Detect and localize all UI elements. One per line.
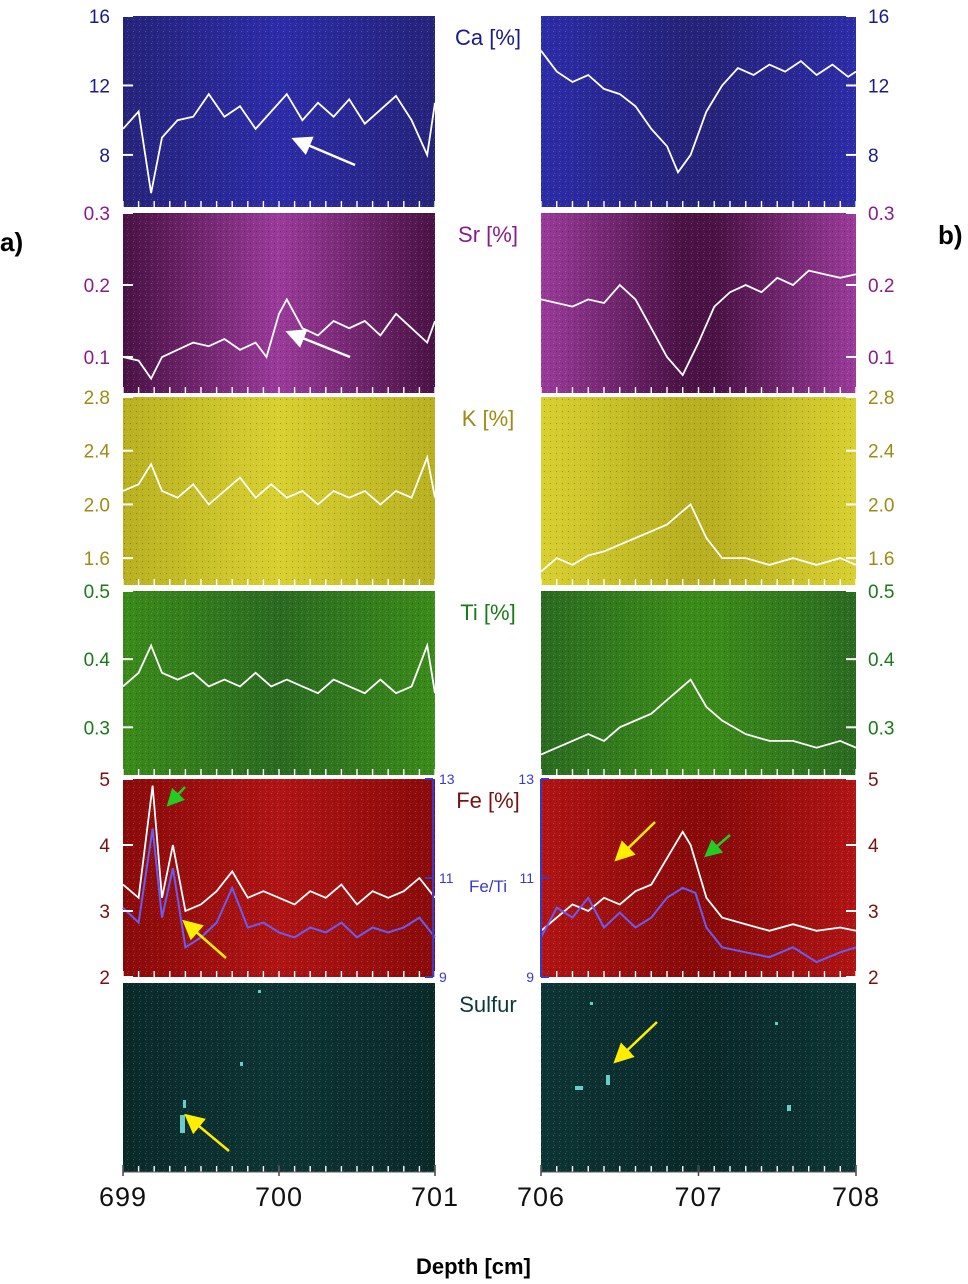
row-k: 1.6 1.6 2.0 2.0 2.4 2.4 2.8 2.8 K [%]: [84, 388, 895, 585]
panel-b-ca: [541, 16, 856, 207]
y-tick-label-left: 0.5: [84, 582, 110, 603]
y-tick-label-right: 5: [868, 770, 879, 791]
secondary-axis-label: Fe/Ti: [469, 877, 507, 896]
core-texture: [123, 983, 435, 1172]
panel-b-fe: [541, 779, 856, 977]
y-tick-label-right: 0.4: [868, 650, 895, 671]
y-tick-label-left: 1.6: [84, 549, 110, 570]
panel-a-ca: [123, 16, 435, 207]
y-tick-label-right: 12: [868, 76, 889, 97]
row-label-s: Sulfur: [459, 992, 516, 1017]
y-tick-label-left: 0.3: [84, 718, 110, 739]
x-tick-label: 707: [674, 1182, 722, 1212]
y-tick-label-left: 5: [99, 770, 110, 791]
y-tick-label-right: 4: [868, 836, 879, 857]
secondary-tick-label-b: 9: [526, 969, 534, 985]
y-tick-label-right: 2.4: [868, 442, 895, 463]
row-fe: 2 2 3 3 4 4 5 5 Fe [%] 9 9 11 11 13 13 Fe/Ti: [99, 770, 879, 989]
row-label-k: K [%]: [462, 406, 515, 431]
x-tick-label: 708: [832, 1182, 880, 1212]
core-texture: [541, 213, 856, 393]
panel-a-s: [123, 983, 435, 1172]
row-ca: 8 8 12 12 16 16 Ca [%]: [89, 7, 889, 207]
panel-b-ti: [541, 591, 856, 775]
secondary-tick-label-b: 13: [518, 771, 534, 787]
panel-a-k: [123, 397, 435, 585]
y-tick-label-left: 0.4: [84, 650, 111, 671]
x-axis-b: 706 707 708: [517, 1165, 880, 1212]
sulfur-spot: [575, 1086, 583, 1090]
sulfur-spot: [258, 990, 261, 993]
y-tick-label-right: 2.0: [868, 495, 894, 516]
panel-label-b: b): [938, 220, 963, 251]
x-tick-label: 699: [99, 1182, 147, 1212]
core-texture: [541, 397, 856, 585]
y-tick-label-left: 2.0: [84, 495, 110, 516]
y-tick-label-right: 0.2: [868, 276, 894, 297]
y-tick-label-right: 8: [868, 146, 879, 167]
row-label-fe: Fe [%]: [456, 788, 520, 813]
core-texture: [541, 591, 856, 775]
secondary-tick-label-a: 13: [439, 771, 455, 787]
core-texture: [541, 983, 856, 1172]
x-tick-label: 700: [255, 1182, 303, 1212]
y-tick-label-left: 16: [89, 7, 110, 28]
row-label-ti: Ti [%]: [460, 600, 515, 625]
secondary-tick-label-a: 9: [439, 969, 447, 985]
y-tick-label-right: 3: [868, 902, 879, 923]
secondary-tick-label-a: 11: [439, 870, 454, 886]
row-ti: 0.3 0.3 0.4 0.4 0.5 0.5 Ti [%]: [84, 582, 895, 775]
y-tick-label-left: 2: [99, 968, 110, 989]
row-sr: 0.1 0.1 0.2 0.2 0.3 0.3 Sr [%]: [84, 204, 895, 393]
sulfur-spot: [590, 1002, 593, 1005]
panel-b-k: [541, 397, 856, 585]
core-texture: [541, 16, 856, 207]
sulfur-spot: [775, 1022, 778, 1025]
x-axis-label: Depth [cm]: [416, 1254, 531, 1280]
y-tick-label-right: 2.8: [868, 388, 894, 409]
y-tick-label-left: 8: [99, 146, 110, 167]
y-tick-label-left: 2.4: [84, 442, 111, 463]
row-s: Sulfur: [123, 983, 856, 1172]
sulfur-spot: [606, 1075, 610, 1085]
y-tick-label-right: 0.5: [868, 582, 894, 603]
sulfur-spot: [787, 1105, 791, 1111]
core-texture: [123, 213, 435, 393]
sulfur-spot: [240, 1062, 243, 1066]
y-tick-label-left: 2.8: [84, 388, 110, 409]
y-tick-label-left: 3: [99, 902, 110, 923]
secondary-tick-label-b: 11: [519, 870, 534, 886]
y-tick-label-left: 0.2: [84, 276, 110, 297]
panel-a-sr: [123, 213, 435, 393]
row-label-sr: Sr [%]: [458, 222, 518, 247]
y-tick-label-left: 0.1: [84, 348, 110, 369]
panel-label-a: a): [0, 227, 23, 258]
row-label-ca: Ca [%]: [455, 25, 521, 50]
x-tick-label: 706: [517, 1182, 565, 1212]
panel-b-sr: [541, 213, 856, 393]
panel-b-s: [541, 983, 856, 1172]
y-tick-label-right: 0.3: [868, 718, 894, 739]
x-tick-label: 701: [411, 1182, 459, 1212]
y-tick-label-left: 12: [89, 76, 110, 97]
core-texture: [541, 779, 856, 977]
y-tick-label-right: 1.6: [868, 549, 894, 570]
y-tick-label-right: 16: [868, 7, 889, 28]
y-tick-label-left: 4: [99, 836, 110, 857]
y-tick-label-left: 0.3: [84, 204, 110, 225]
y-tick-label-right: 0.1: [868, 348, 894, 369]
x-axis-a: 699 700 701: [99, 1165, 459, 1212]
core-texture: [123, 16, 435, 207]
panel-a-fe: [123, 779, 435, 977]
sulfur-spot: [183, 1100, 186, 1108]
y-tick-label-right: 2: [868, 968, 879, 989]
y-tick-label-right: 0.3: [868, 204, 894, 225]
sulfur-spot: [180, 1115, 185, 1133]
panel-a-ti: [123, 591, 435, 775]
